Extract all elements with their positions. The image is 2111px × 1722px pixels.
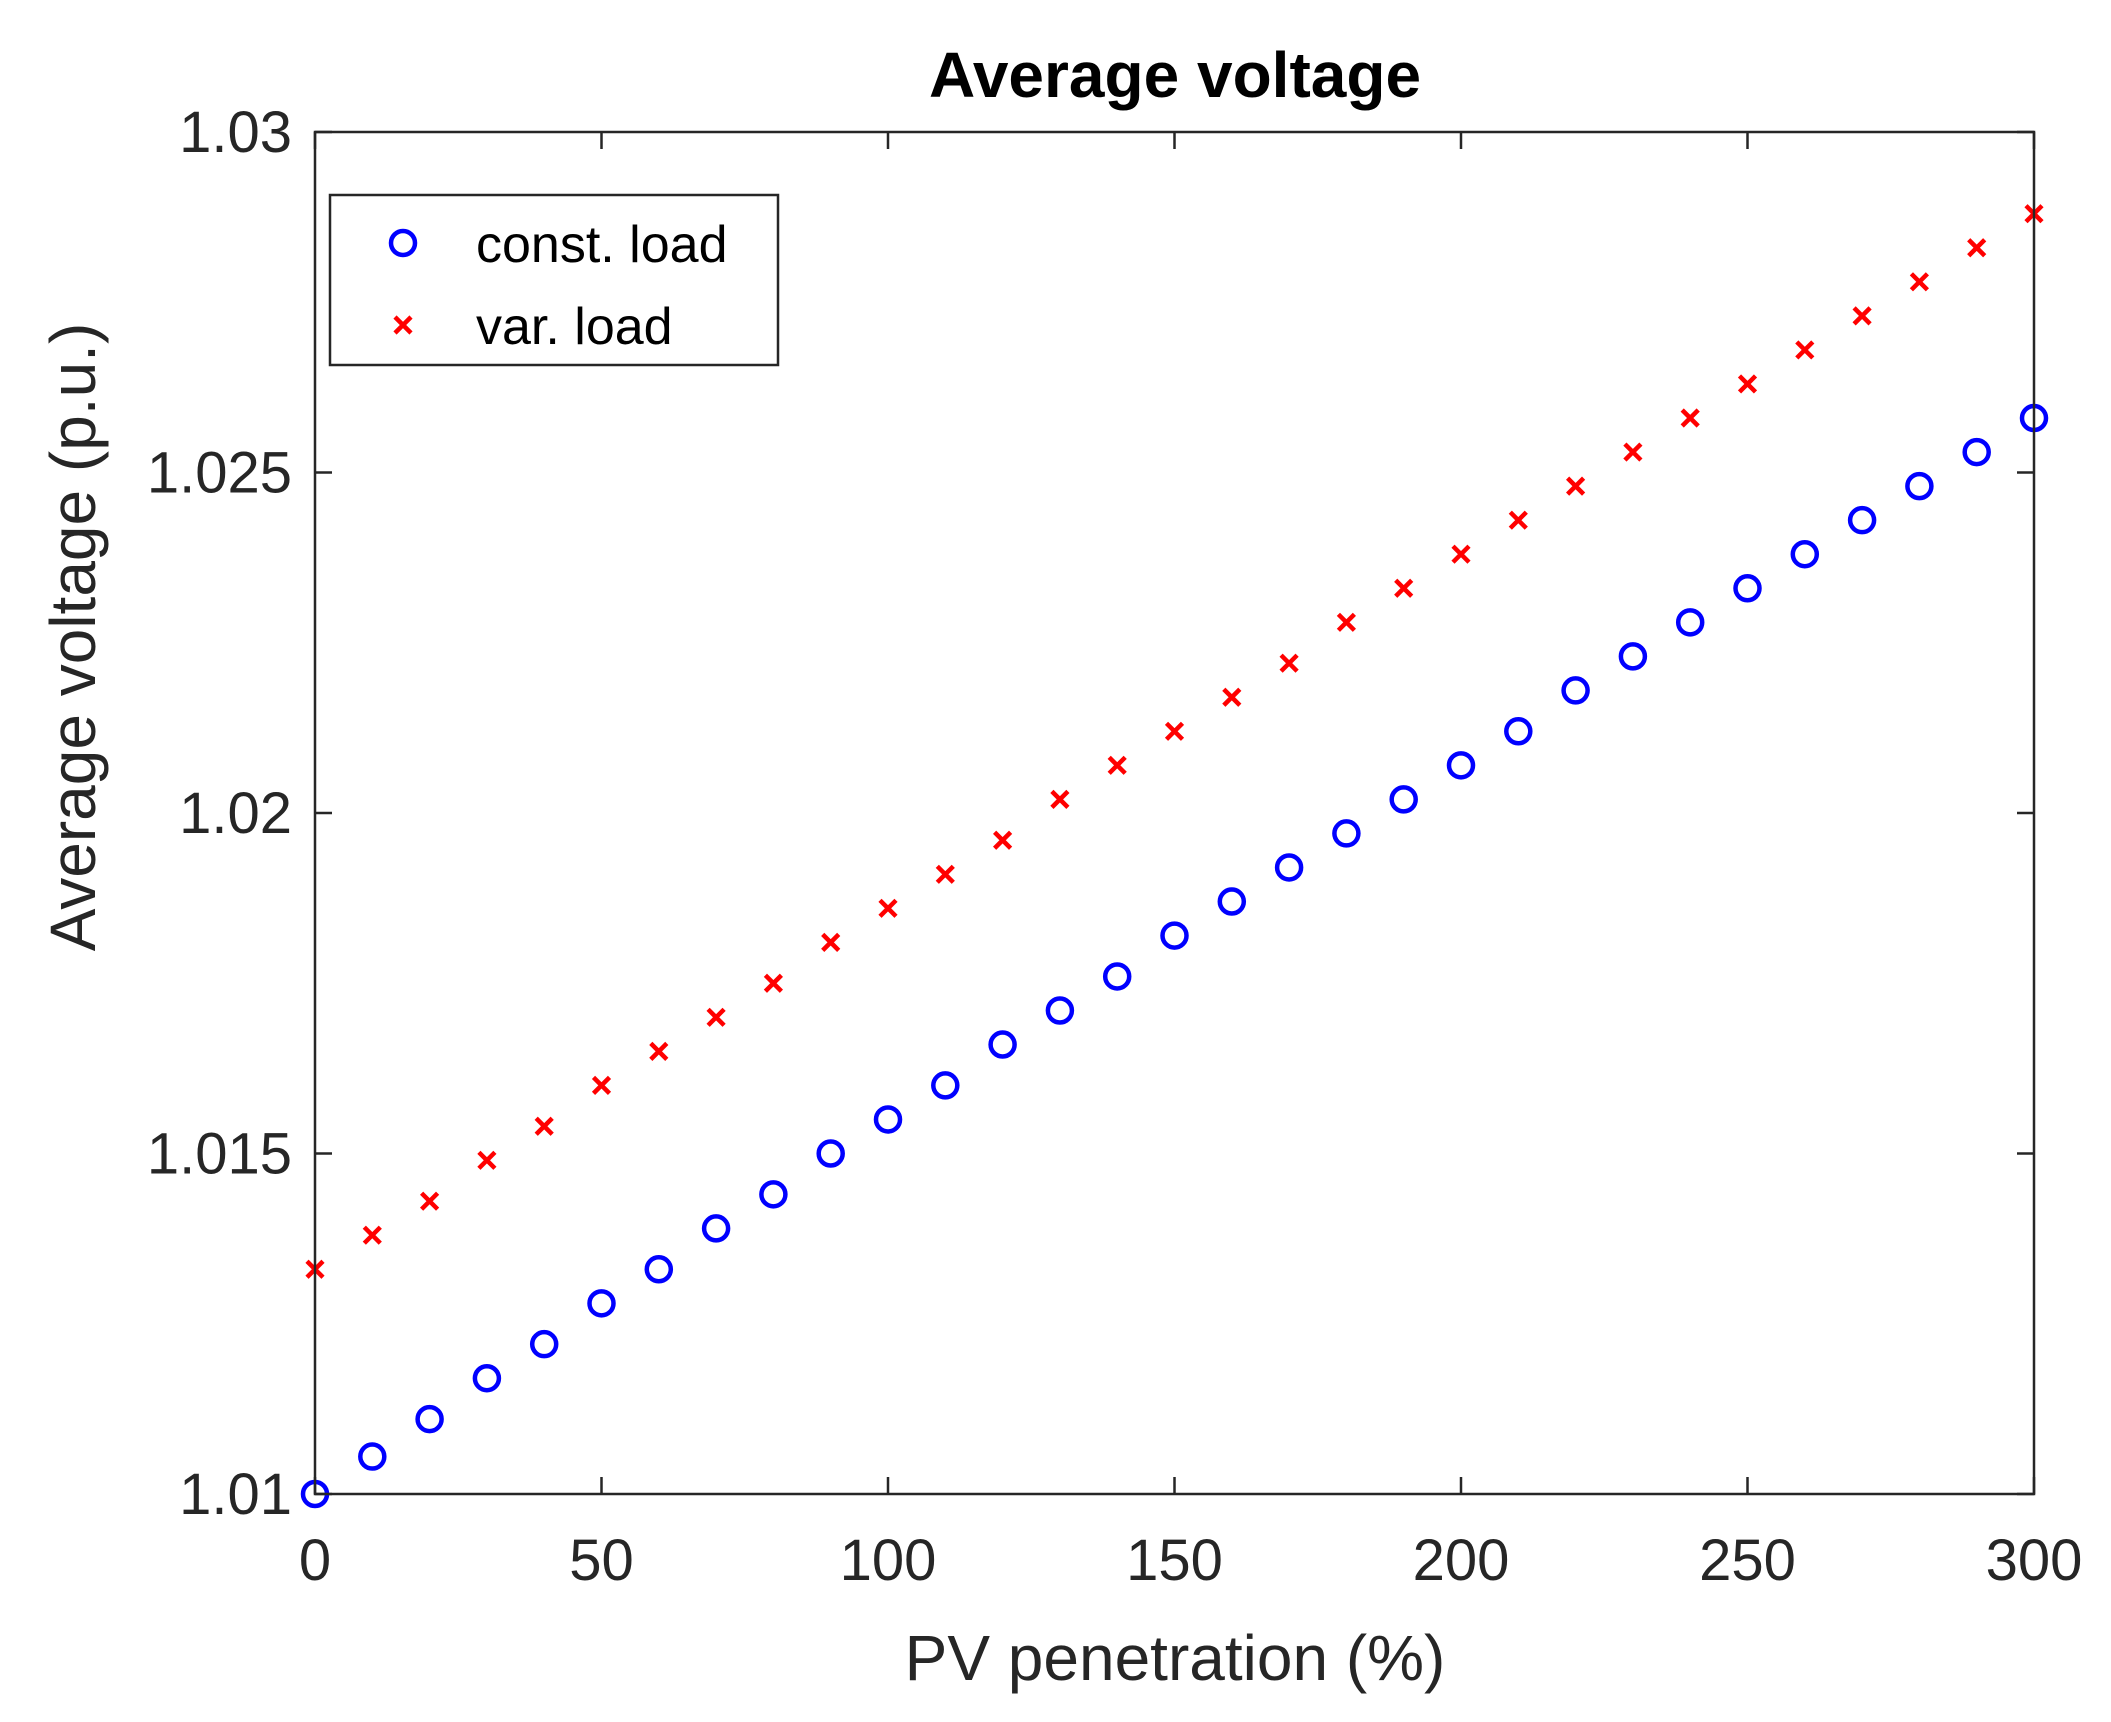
data-point-circle (1102, 962, 1132, 991)
data-point-x (1967, 238, 1987, 258)
data-point-x (1909, 272, 1929, 292)
data-point-circle (1790, 539, 1820, 569)
data-point-x (1164, 721, 1185, 741)
legend-marker-x (393, 315, 413, 335)
y-tick-label: 1.025 (147, 441, 292, 506)
data-point-x (1623, 442, 1643, 462)
data-point-x (1852, 306, 1872, 326)
data-point-x (706, 1007, 726, 1027)
data-point-circle (1045, 996, 1075, 1025)
x-tick-label: 250 (1699, 1528, 1796, 1593)
data-point-x (1107, 755, 1127, 775)
data-point-circle (1446, 751, 1476, 780)
legend-marker-circle (388, 228, 418, 258)
data-point-x (477, 1150, 497, 1170)
chart-title: Average voltage (929, 39, 1421, 111)
data-point-circle (873, 1105, 903, 1134)
data-point-circle (1675, 608, 1705, 637)
legend-label-const-load: const. load (476, 216, 728, 274)
x-axis-label: PV penetration (%) (905, 1622, 1446, 1694)
data-point-x (1737, 374, 1758, 394)
legend-box (328, 193, 780, 367)
data-point-circle (415, 1404, 444, 1434)
axis-ticks: 0 50 100 150 200 250 300 1.01 1.015 1.02 1.025 1.03 (147, 100, 2083, 1593)
data-point-x (1451, 544, 1471, 564)
data-point-circle (472, 1363, 502, 1393)
data-point-x (1680, 408, 1700, 428)
data-point-circle (988, 1030, 1017, 1059)
data-point-x (878, 898, 898, 918)
data-point-x (362, 1225, 382, 1245)
x-tick-label: 0 (299, 1528, 331, 1593)
data-point-x (1795, 340, 1815, 360)
data-point-circle (1217, 887, 1247, 916)
series-var-load (305, 204, 2044, 1279)
x-tick-label: 50 (569, 1528, 634, 1593)
data-point-circle (644, 1255, 674, 1284)
y-axis-label: Average voltage (p.u.) (37, 323, 109, 952)
data-point-circle (759, 1180, 788, 1209)
data-point-x (1222, 687, 1242, 707)
data-point-circle (1389, 785, 1418, 814)
y-tick-label: 1.02 (179, 781, 292, 846)
y-tick-label: 1.01 (179, 1462, 292, 1527)
data-point-x (649, 1041, 669, 1061)
data-point-x (1394, 578, 1414, 598)
data-point-circle (529, 1329, 559, 1359)
data-point-circle (701, 1214, 731, 1243)
x-tick-label: 200 (1413, 1528, 1510, 1593)
legend-markers (388, 228, 418, 335)
data-point-circle (1618, 642, 1648, 671)
data-point-circle (1274, 853, 1304, 882)
x-tick-label: 150 (1126, 1528, 1223, 1593)
data-points (300, 204, 2049, 1509)
data-point-x (1508, 510, 1528, 530)
data-point-circle (1332, 819, 1361, 848)
data-point-x (993, 830, 1013, 850)
x-tick-label: 100 (840, 1528, 937, 1593)
data-point-circle (931, 1071, 960, 1100)
data-point-circle (358, 1442, 387, 1471)
data-point-x (935, 864, 955, 884)
data-point-x (763, 973, 783, 993)
data-point-circle (1905, 471, 1934, 501)
series-const-load (300, 403, 2049, 1509)
data-point-circle (1504, 717, 1533, 746)
data-point-x (591, 1075, 612, 1095)
data-point-circle (816, 1139, 845, 1168)
data-point-circle (1847, 505, 1877, 535)
data-point-x (1566, 476, 1586, 496)
plot-area-frame (313, 130, 2036, 1496)
data-point-x (821, 932, 841, 952)
data-point-circle (587, 1289, 616, 1318)
data-point-circle (1561, 676, 1590, 705)
x-tick-label: 300 (1986, 1528, 2083, 1593)
data-point-circle (1160, 921, 1189, 950)
data-point-x (1279, 653, 1299, 673)
data-point-x (1050, 789, 1070, 809)
y-tick-label: 1.015 (147, 1122, 292, 1187)
data-point-x (1336, 612, 1356, 632)
y-tick-label: 1.03 (179, 100, 292, 165)
legend-label-var-load: var. load (476, 298, 673, 356)
data-point-x (534, 1116, 554, 1136)
legend: const. load var. load (328, 193, 780, 367)
data-point-circle (1962, 437, 1991, 467)
data-point-circle (1733, 574, 1762, 603)
data-point-x (420, 1191, 440, 1211)
